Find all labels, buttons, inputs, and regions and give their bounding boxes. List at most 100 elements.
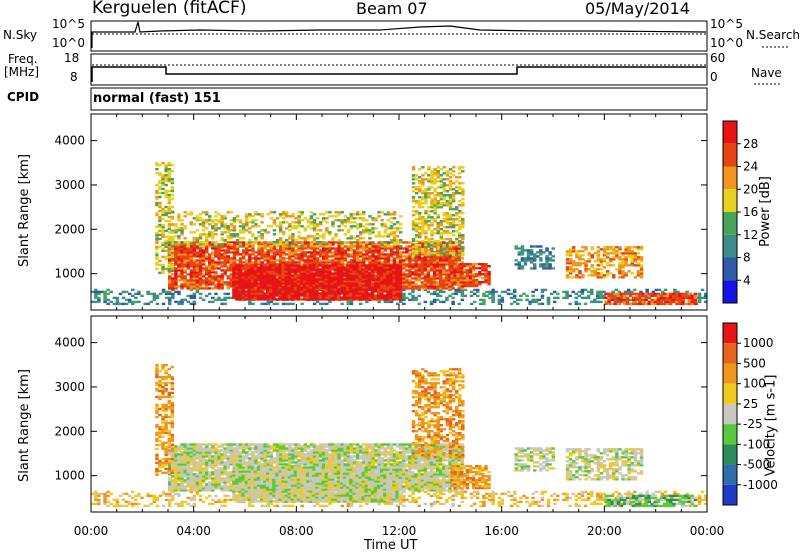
power-cell-7 [545, 263, 549, 266]
power-cell-2 [238, 286, 242, 289]
power-cell-4 [248, 231, 252, 234]
power-cell-2 [380, 274, 384, 277]
power-cell-1 [355, 257, 360, 260]
power-cell-2 [306, 286, 310, 289]
power-cell-0 [214, 298, 218, 302]
power-cell-3 [167, 253, 171, 257]
power-cell-1 [235, 243, 240, 246]
power-cell-4 [325, 211, 329, 214]
power-cell-2 [253, 288, 258, 291]
power-cell-2 [349, 272, 353, 275]
power-cell-8 [581, 262, 585, 265]
power-cell-8 [572, 276, 576, 279]
power-cell-8 [596, 272, 601, 275]
power-cell-2 [349, 294, 353, 297]
power-cell-2 [244, 286, 248, 289]
power-cell-2 [284, 264, 288, 267]
power-cell-1 [405, 269, 409, 272]
power-cell-5 [427, 253, 431, 257]
power-cell-1 [189, 263, 194, 266]
power-cell-4 [208, 217, 212, 220]
power-cell-4 [346, 217, 351, 220]
power-cell-2 [312, 290, 316, 293]
power-cell-2 [303, 264, 307, 267]
power-cell-0 [155, 294, 160, 298]
power-cell-1 [399, 251, 403, 254]
power-cell-1 [371, 245, 375, 248]
power-cell-1 [183, 261, 187, 264]
power-cell-2 [266, 294, 270, 297]
power-cell-3 [158, 259, 162, 263]
power-cell-8 [578, 258, 582, 261]
power-cell-2 [364, 268, 369, 271]
power-cell-2 [355, 284, 359, 287]
power-cell-1 [315, 263, 320, 266]
power-cell-7 [545, 259, 549, 262]
power-cell-4 [294, 239, 298, 242]
power-cell-1 [417, 241, 421, 244]
power-cell-1 [205, 271, 209, 274]
power-cell-2 [293, 280, 298, 283]
power-cell-1 [192, 265, 197, 268]
power-cell-4 [352, 213, 357, 216]
power-cell-8 [568, 268, 573, 271]
power-cell-1 [171, 285, 175, 288]
power-cell-2 [364, 264, 369, 267]
power-cell-1 [294, 249, 298, 252]
power-cell-6 [478, 267, 482, 270]
power-cell-4 [266, 213, 271, 216]
power-cell-4 [223, 215, 227, 218]
power-cell-4 [238, 231, 243, 234]
power-cell-2 [370, 268, 375, 271]
power-cell-6 [459, 263, 464, 266]
power-cell-1 [337, 247, 341, 250]
power-cell-0 [660, 292, 665, 296]
power-cell-6 [484, 279, 488, 282]
power-cell-1 [186, 279, 190, 282]
power-cell-3 [155, 167, 159, 171]
power-cell-1 [180, 271, 184, 274]
power-cell-2 [269, 280, 273, 283]
power-cell-4 [395, 221, 400, 224]
power-cell-5 [418, 234, 422, 237]
power-cell-5 [421, 202, 425, 205]
power-cell-1 [263, 247, 267, 250]
power-cell-0 [673, 290, 677, 294]
power-cell-2 [296, 290, 301, 293]
power-cell-5 [461, 235, 465, 239]
power-cell-0 [488, 292, 492, 296]
power-cell-2 [321, 280, 325, 283]
power-cell-1 [195, 251, 200, 254]
power-cell-0 [460, 288, 465, 292]
power-cell-4 [192, 231, 197, 234]
power-cell-2 [272, 282, 276, 285]
power-cell-2 [355, 292, 359, 295]
power-cell-1 [414, 285, 418, 288]
power-cell-0 [429, 300, 434, 304]
power-cell-1 [448, 265, 452, 268]
power-cell-6 [450, 279, 454, 282]
power-cell-7 [523, 249, 528, 252]
power-cell-0 [586, 294, 591, 298]
power-cell-8 [605, 248, 610, 251]
power-cell-2 [296, 292, 301, 295]
power-cell-4 [365, 229, 369, 232]
power-cell-2 [293, 276, 298, 279]
power-cell-5 [424, 245, 428, 249]
power-cell-1 [306, 243, 311, 246]
power-cell-1 [294, 251, 298, 254]
power-cell-0 [164, 292, 169, 296]
power-cell-4 [254, 213, 258, 216]
power-cell-1 [272, 259, 277, 262]
power-cell-2 [383, 278, 387, 281]
power-cell-1 [205, 279, 209, 282]
power-cell-5 [439, 192, 444, 195]
power-cell-4 [248, 239, 252, 242]
power-cell-2 [309, 272, 313, 275]
power-cell-4 [245, 241, 249, 244]
power-cell-8 [565, 262, 570, 265]
power-cell-2 [395, 264, 399, 267]
power-cell-0 [590, 300, 594, 304]
power-cell-1 [432, 257, 437, 260]
power-cell-3 [155, 195, 159, 199]
